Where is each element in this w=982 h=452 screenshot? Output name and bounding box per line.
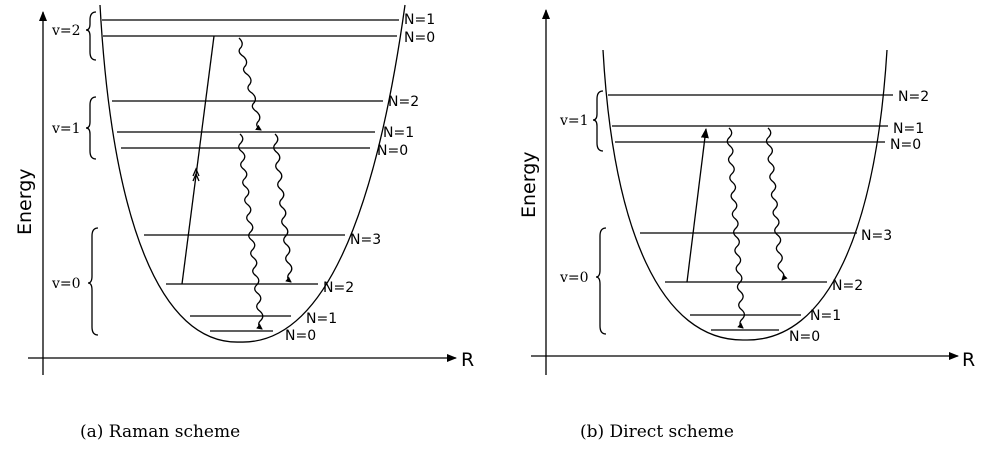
panel-a-label-v1-n2: N=2 xyxy=(388,94,419,110)
panel-b-label-v0-n0: N=0 xyxy=(789,329,820,345)
panel-a-v2-label: v=2 xyxy=(51,23,81,39)
panel-b-v0-label: v=0 xyxy=(559,270,589,286)
panel-a-raman: Energy R N=1 N=0 N=2 N=1 N=0 N=3 N=2 N=1… xyxy=(14,4,474,442)
panel-b-brace-v1 xyxy=(592,90,604,152)
panel-a-decay-v2n0-to-v1n1 xyxy=(238,37,262,131)
panel-a-v1-label: v=1 xyxy=(51,121,81,137)
panel-a-brace-v0 xyxy=(87,227,99,336)
panel-b-label-v1-n2: N=2 xyxy=(898,89,929,105)
panel-b-label-v0-n2: N=2 xyxy=(832,278,863,294)
panel-a-label-v1-n1: N=1 xyxy=(383,125,414,141)
panel-a-x-axis-label: R xyxy=(461,349,474,371)
panel-a-label-v2-n0: N=0 xyxy=(404,30,435,46)
panel-b-decay-v1n1-to-v0n2 xyxy=(765,127,788,281)
panel-a-decay-v1n1-to-v0n2 xyxy=(273,133,293,283)
panel-a-brace-v1 xyxy=(85,96,97,160)
panel-b-x-axis-label: R xyxy=(962,349,975,371)
panel-a-y-axis-label: Energy xyxy=(14,168,36,235)
panel-b-label-v0-n3: N=3 xyxy=(861,228,892,244)
panel-b-decay-v1n1-to-v0n0 xyxy=(726,127,746,329)
panel-b-label-v1-n0: N=0 xyxy=(890,137,921,153)
panel-b-caption: (b) Direct scheme xyxy=(580,422,734,442)
panel-a-v0-label: v=0 xyxy=(51,276,81,292)
panel-b-label-v1-n1: N=1 xyxy=(893,121,924,137)
panel-a-label-v0-n3: N=3 xyxy=(350,232,381,248)
panel-b-label-v0-n1: N=1 xyxy=(810,308,841,324)
panel-a-label-v1-n0: N=0 xyxy=(377,143,408,159)
panel-b-brace-v0 xyxy=(595,227,607,335)
panel-b-direct: Energy R N=2 N=1 N=0 N=3 N=2 N=1 N=0 v=1… xyxy=(518,9,975,442)
panel-b-v1-label: v=1 xyxy=(559,113,589,129)
panel-a-label-v2-n1: N=1 xyxy=(404,12,435,28)
panel-a-double-arrow-icon xyxy=(192,167,200,182)
panel-a-label-v0-n2: N=2 xyxy=(323,280,354,296)
panel-b-potential-curve xyxy=(602,49,888,341)
panel-b-y-axis-label: Energy xyxy=(518,151,540,218)
panel-b-excitation-arrow xyxy=(686,128,709,283)
panel-a-caption: (a) Raman scheme xyxy=(80,422,240,442)
panel-a-label-v0-n0: N=0 xyxy=(285,328,316,344)
panel-a-raman-excitation-arrow xyxy=(181,35,215,285)
panel-a-brace-v2 xyxy=(85,11,97,61)
panel-a-decay-v1n1-to-v0n0 xyxy=(238,133,264,330)
panel-a-label-v0-n1: N=1 xyxy=(306,311,337,327)
panel-a-potential-curve xyxy=(99,4,406,343)
